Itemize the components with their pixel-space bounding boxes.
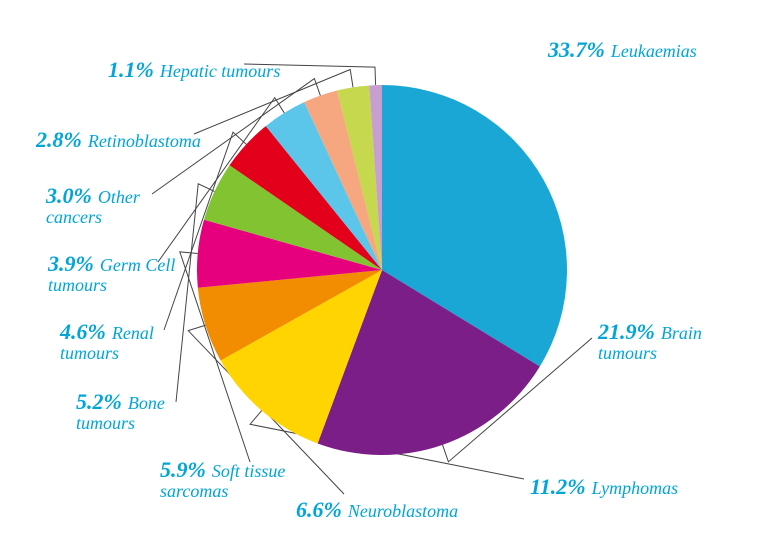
label-other: 3.0%Othercancers: [46, 184, 140, 228]
label-neuroblastoma: 6.6% Neuroblastoma: [296, 498, 458, 522]
label-bone: 5.2%Bonetumours: [76, 390, 165, 434]
label-leukaemias: 33.7% Leukaemias: [548, 38, 697, 62]
label-hepatic-pct: 1.1%: [108, 57, 154, 82]
label-leukaemias-pct: 33.7%: [548, 37, 605, 62]
label-neuroblastoma-pct: 6.6%: [296, 497, 342, 522]
label-germ-cell-pct: 3.9%: [48, 251, 94, 276]
label-brain: 21.9%Braintumours: [598, 320, 702, 364]
label-retinoblastoma: 2.8% Retinoblastoma: [36, 128, 201, 152]
label-hepatic: 1.1% Hepatic tumours: [108, 58, 280, 82]
label-other-pct: 3.0%: [46, 183, 92, 208]
label-hepatic-name: Hepatic tumours: [160, 61, 281, 81]
pie-chart: 33.7% Leukaemias 21.9%Braintumours 11.2% Lym…: [0, 0, 768, 542]
label-lymphomas-name: Lymphomas: [592, 478, 678, 498]
label-soft-tissue-pct: 5.9%: [160, 457, 206, 482]
label-retinoblastoma-pct: 2.8%: [36, 127, 82, 152]
label-soft-tissue: 5.9%Soft tissuesarcomas: [160, 458, 285, 502]
label-renal: 4.6%Renaltumours: [60, 320, 154, 364]
label-germ-cell: 3.9%Germ Celltumours: [48, 252, 175, 296]
label-lymphomas-pct: 11.2%: [530, 474, 586, 499]
label-neuroblastoma-name: Neuroblastoma: [348, 501, 458, 521]
label-brain-pct: 21.9%: [598, 319, 655, 344]
label-bone-pct: 5.2%: [76, 389, 122, 414]
label-leukaemias-name: Leukaemias: [611, 41, 697, 61]
label-renal-pct: 4.6%: [60, 319, 106, 344]
label-lymphomas: 11.2% Lymphomas: [530, 475, 678, 499]
label-retinoblastoma-name: Retinoblastoma: [88, 131, 201, 151]
